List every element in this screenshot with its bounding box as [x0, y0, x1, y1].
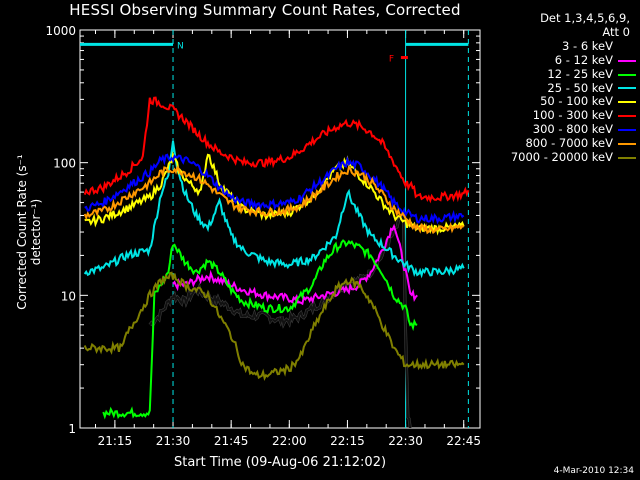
legend-item: 3 - 6 keV — [484, 38, 636, 54]
series-800-7000keV — [83, 165, 464, 235]
series-50-100keV — [84, 151, 465, 236]
series-25-50keV — [83, 140, 465, 279]
legend-header-attenuator: Att 0 — [602, 24, 630, 39]
x-tick-label: 21:30 — [156, 434, 191, 448]
legend-label: 300 - 800 keV — [532, 122, 613, 137]
legend-label: 25 - 50 keV — [547, 80, 613, 95]
legend-label: 100 - 300 keV — [532, 108, 613, 123]
legend-swatch — [618, 73, 636, 76]
series-6-12keV — [172, 223, 418, 306]
legend-swatch — [618, 157, 636, 160]
legend-item: 7000 - 20000 keV — [484, 150, 636, 165]
x-tick-label: 22:15 — [330, 434, 365, 448]
legend-item: 50 - 100 keV — [484, 95, 636, 109]
legend: Det 1,3,4,5,6,9, Att 0 3 - 6 keV 6 - 12 k… — [484, 11, 636, 165]
x-tick-label: 22:45 — [446, 434, 481, 448]
legend-swatch — [618, 143, 636, 146]
x-tick-label: 22:00 — [272, 434, 307, 448]
series-300-800keV — [84, 153, 465, 225]
series-12-25keV — [102, 239, 418, 420]
legend-item: 100 - 300 keV — [484, 108, 636, 123]
axes-frame — [79, 29, 481, 429]
status-bar-label-N: N — [177, 41, 184, 51]
legend-swatch — [618, 87, 636, 90]
status-bar-label-F: F — [389, 55, 394, 65]
legend-item: 25 - 50 keV — [484, 80, 636, 96]
series-100-300keV — [83, 96, 470, 204]
legend-label: 12 - 25 keV — [547, 66, 613, 81]
y-tick-label: 1 — [68, 422, 76, 436]
series-3-6keV — [149, 215, 412, 428]
legend-swatch — [618, 45, 636, 48]
legend-item: 300 - 800 keV — [484, 122, 636, 137]
x-tick-label: 21:45 — [214, 434, 249, 448]
legend-swatch — [618, 129, 636, 132]
legend-item: 800 - 7000 keV — [484, 136, 636, 151]
series-7000-20000keV — [83, 271, 465, 381]
legend-label: 800 - 7000 keV — [525, 136, 613, 151]
legend-swatch — [618, 115, 636, 118]
legend-item: 6 - 12 keV — [484, 52, 636, 68]
legend-swatch — [618, 59, 636, 62]
y-tick-label: 10 — [61, 289, 76, 303]
x-tick-label: 22:30 — [388, 434, 423, 448]
x-tick-label: 21:15 — [98, 434, 133, 448]
legend-item: 12 - 25 keV — [484, 66, 636, 82]
timestamp: 4-Mar-2010 12:34 — [553, 466, 634, 476]
legend-swatch — [618, 101, 636, 104]
legend-header-detectors: Det 1,3,4,5,6,9, — [540, 11, 630, 25]
y-tick-label: 100 — [53, 157, 76, 171]
legend-label: 3 - 6 keV — [562, 38, 613, 53]
y-axis-label: Corrected Count Rate (s⁻¹ detector⁻¹) — [15, 154, 43, 310]
legend-label: 50 - 100 keV — [540, 94, 613, 109]
chart-title: HESSI Observing Summary Count Rates, Cor… — [69, 1, 461, 19]
y-tick-label: 1000 — [45, 24, 76, 38]
legend-label: 7000 - 20000 keV — [510, 150, 613, 165]
x-axis-label: Start Time (09-Aug-06 21:12:02) — [173, 455, 387, 470]
legend-label: 6 - 12 keV — [554, 52, 613, 67]
